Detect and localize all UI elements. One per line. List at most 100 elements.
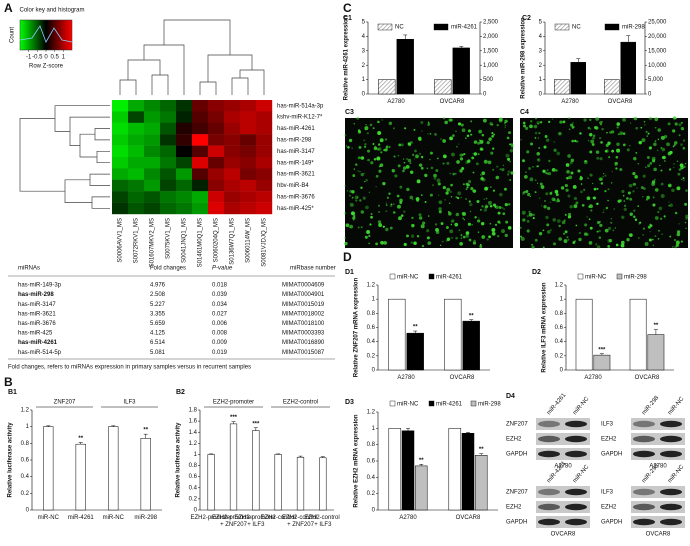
heatmap-cell <box>144 122 161 135</box>
cell-dot <box>457 122 462 126</box>
cell-dot <box>385 145 389 149</box>
cell-dot <box>534 179 537 181</box>
cell-dot <box>648 238 652 242</box>
cell-dot <box>654 117 659 122</box>
cell-dot <box>616 122 620 126</box>
label-line: OVCAR8 <box>635 375 660 381</box>
cell-dot <box>637 237 640 240</box>
cell-dot <box>351 147 354 150</box>
category-label: OVCAR8 <box>608 99 633 105</box>
y-tick-label: 0.6 <box>555 325 564 331</box>
cell-dot <box>385 202 388 204</box>
cell-dot <box>678 168 682 171</box>
blot-row-label: GAPDH <box>506 520 527 526</box>
cell-dot <box>465 182 469 186</box>
heatmap-cell <box>112 191 129 203</box>
heatmap-cell <box>144 111 161 123</box>
y-tick-label: 0.6 <box>367 459 376 465</box>
cell-dot <box>652 238 654 241</box>
significance: ** <box>479 447 484 453</box>
cell-dot <box>479 245 483 248</box>
heatmap-cell <box>128 168 145 180</box>
heatmap-cell <box>208 202 225 215</box>
cell-dot <box>680 121 683 124</box>
cell-dot <box>469 210 472 213</box>
cell-dot <box>429 193 433 197</box>
cell-dot <box>632 183 635 186</box>
error-bar <box>479 453 484 456</box>
cell-dot <box>498 192 503 197</box>
cell-dot <box>467 129 472 133</box>
heatmap-cell <box>176 168 193 180</box>
table-header: miRNAs <box>18 266 40 272</box>
cell-dot <box>459 241 463 246</box>
legend-swatch <box>470 400 477 407</box>
blot-band <box>633 435 655 443</box>
cell-dot <box>478 129 483 134</box>
error-bar <box>320 456 325 458</box>
heatmap-cell <box>192 134 209 146</box>
cell-dot <box>491 227 496 232</box>
y2-tick-label: 2,500 <box>483 20 499 26</box>
column-label: S0041JNQ1_MS <box>182 218 188 263</box>
y-axis-label: Relative miR-298 expression <box>521 17 527 99</box>
cell-dot <box>607 245 611 248</box>
cell-dot <box>561 220 566 225</box>
cell-dot <box>446 161 450 165</box>
legend-label: miR-4261 <box>451 25 478 31</box>
column-label: S01461M0Q1_MS <box>198 218 204 267</box>
cell-dot <box>608 156 611 159</box>
heatmap-cell <box>240 179 257 192</box>
cell-dot <box>638 140 642 145</box>
heatmap-cell <box>256 100 273 112</box>
cell-dot <box>377 143 381 146</box>
category-label: A2780 <box>584 375 602 381</box>
y-tick-label: 1 <box>194 452 198 458</box>
cell-dot <box>467 159 471 163</box>
cell-dot <box>566 236 569 239</box>
cell-dot <box>377 148 380 151</box>
cell-dot <box>396 194 400 198</box>
heatmap-cell <box>176 122 193 135</box>
error-bar <box>626 35 631 43</box>
cell-dot <box>450 118 454 122</box>
cell-dot <box>449 172 452 175</box>
cell-dot <box>645 166 647 169</box>
category-label: A2780 <box>399 515 417 521</box>
error-bar <box>576 58 581 63</box>
cell-dot <box>492 168 495 171</box>
cell-dot <box>614 227 617 229</box>
row-label: has-miR-298 <box>277 137 312 143</box>
cell-dot <box>363 139 366 142</box>
error-bar <box>413 330 418 334</box>
heatmap-cell <box>144 134 161 146</box>
cell-dot <box>417 136 422 141</box>
cell-dot <box>564 230 568 234</box>
cell-dot <box>410 234 415 238</box>
cell-dot <box>605 149 609 153</box>
cell-dot <box>661 233 663 235</box>
cell-dot <box>584 223 588 227</box>
cell-dot <box>434 132 437 136</box>
cell-dot <box>530 142 533 146</box>
table-cell: 0.009 <box>212 340 228 346</box>
cell-dot <box>421 244 425 248</box>
cell-dot <box>505 153 510 158</box>
cell-dot <box>488 137 492 141</box>
cell-dot <box>357 170 359 172</box>
cell-dot <box>489 204 493 208</box>
cell-dot <box>429 132 432 135</box>
cell-dot <box>477 153 480 156</box>
cell-dot <box>540 185 545 189</box>
cell-dot <box>405 157 409 161</box>
y-axis-label: Relative EZH2 mRNA expression <box>354 414 360 507</box>
cell-dot <box>413 241 417 245</box>
cell-dot <box>570 123 574 127</box>
heatmap-cell <box>112 111 129 123</box>
cell-dot <box>534 131 538 135</box>
cell-dot <box>370 215 373 219</box>
heatmap-cell <box>160 100 177 112</box>
cell-dot <box>411 216 414 219</box>
cell-dot <box>407 158 412 163</box>
cell-dot <box>634 218 638 221</box>
